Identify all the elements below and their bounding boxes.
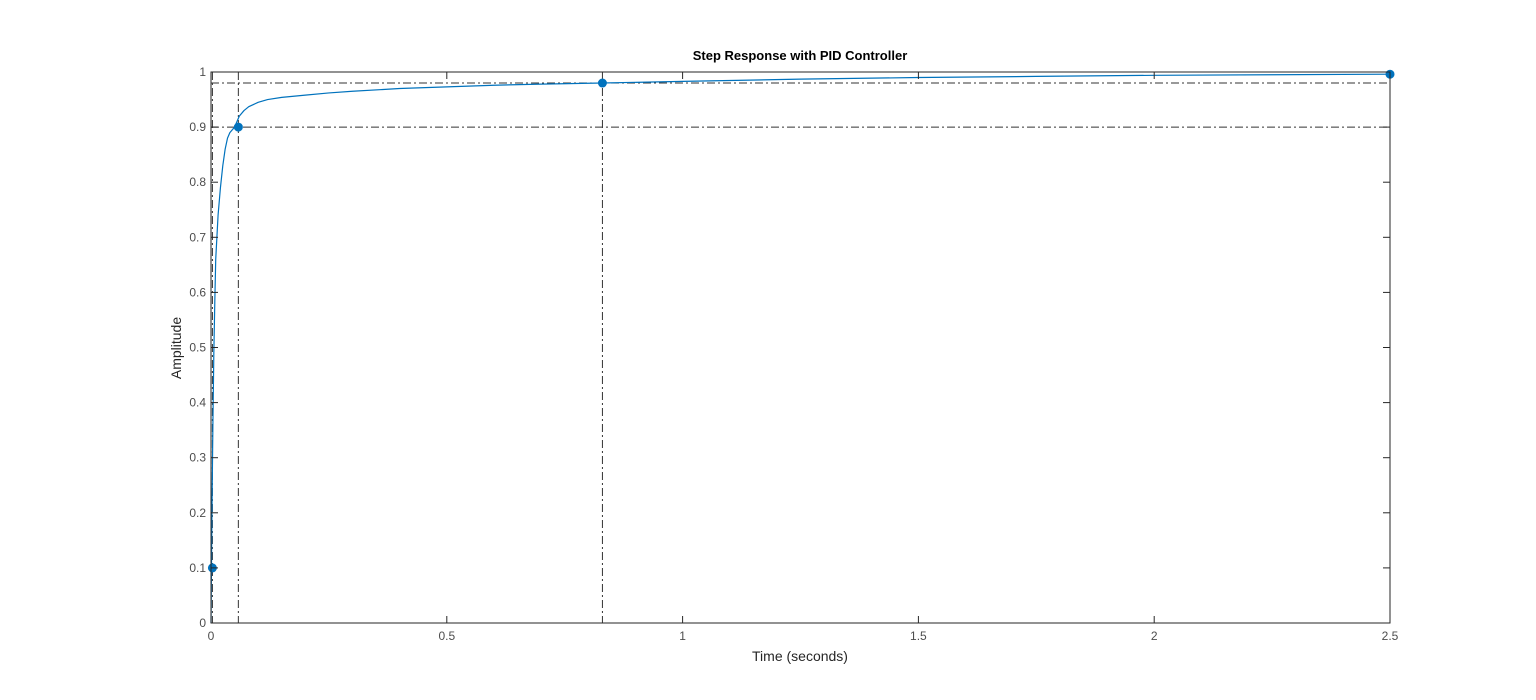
x-tick-label: 1.5 xyxy=(910,629,927,643)
y-tick-label: 0.5 xyxy=(189,341,206,355)
rise-time-end-marker[interactable] xyxy=(233,122,243,132)
y-tick-label: 0.3 xyxy=(189,451,206,465)
x-axis-label: Time (seconds) xyxy=(752,648,848,664)
x-tick-label: 0 xyxy=(208,629,215,643)
y-tick-label: 0.8 xyxy=(189,175,206,189)
x-tick-label: 2 xyxy=(1151,629,1158,643)
x-tick-label: 0.5 xyxy=(438,629,455,643)
y-tick-label: 0.7 xyxy=(189,230,206,244)
y-tick-label: 0.4 xyxy=(189,396,206,410)
y-tick-label: 0.2 xyxy=(189,506,206,520)
y-tick-label: 1 xyxy=(199,65,206,79)
y-axis-label: Amplitude xyxy=(168,317,184,379)
y-tick-label: 0.6 xyxy=(189,285,206,299)
x-axis-ticks: 0 0.5 1 1.5 2 2.5 xyxy=(208,72,1399,643)
step-response-line xyxy=(210,73,1391,624)
x-tick-label: 1 xyxy=(679,629,686,643)
chart-title: Step Response with PID Controller xyxy=(693,48,908,63)
y-tick-label: 0.1 xyxy=(189,561,206,575)
y-tick-label: 0.9 xyxy=(189,120,206,134)
settling-time-marker[interactable] xyxy=(597,78,607,88)
plot-area xyxy=(211,72,1390,623)
y-tick-label: 0 xyxy=(199,616,206,630)
series-layer xyxy=(210,73,1391,624)
x-tick-label: 2.5 xyxy=(1382,629,1399,643)
y-axis-ticks: 0 0.1 0.2 0.3 0.4 0.5 0.6 0.7 0.8 0.9 1 xyxy=(189,65,1390,630)
